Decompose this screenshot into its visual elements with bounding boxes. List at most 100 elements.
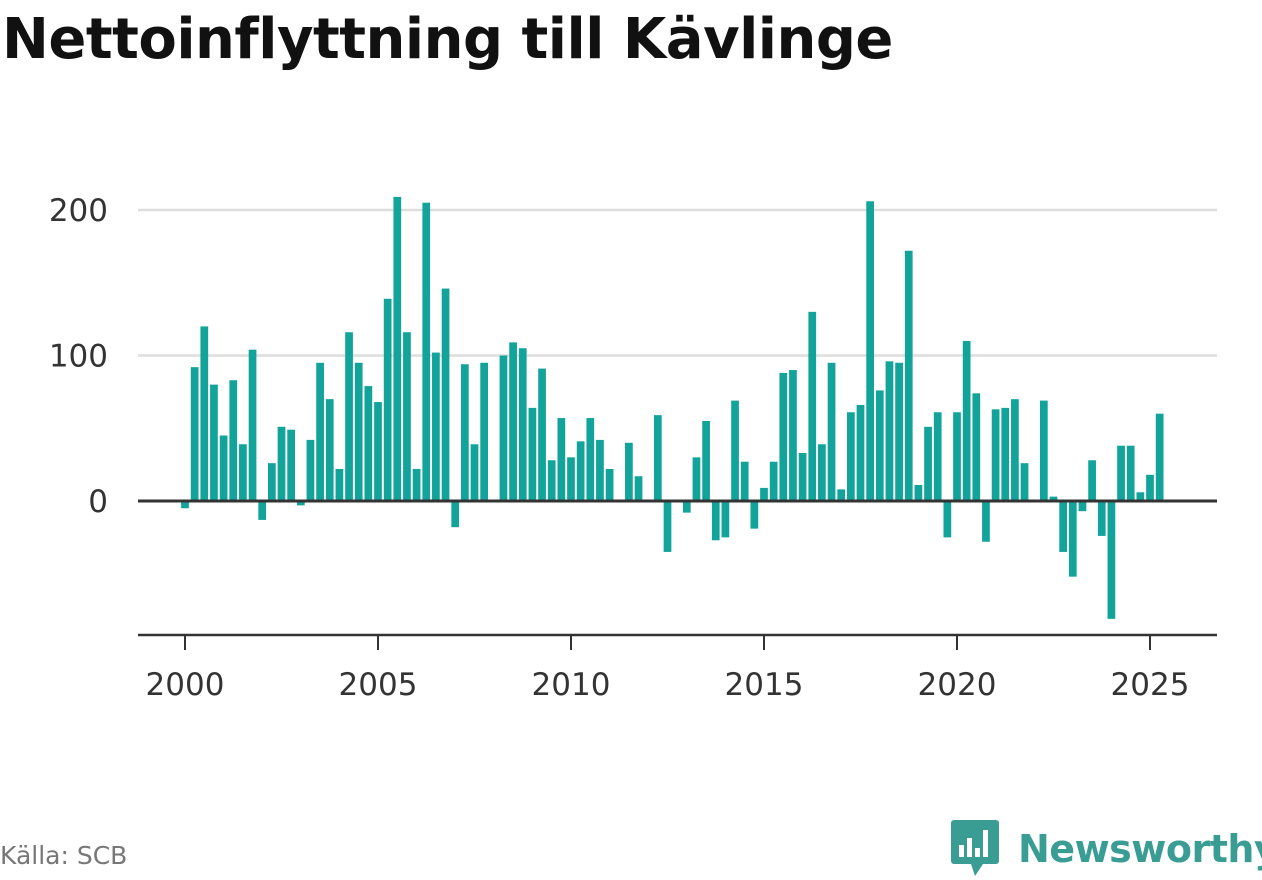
bar [547,460,556,501]
bar [789,370,797,501]
bar [383,298,392,501]
bar [364,386,373,501]
bar [1049,496,1058,501]
bar [808,311,817,501]
chart-title: Nettoinflyttning till Kävlinge [2,7,893,72]
bar [760,487,768,501]
x-tick-label: 2015 [725,667,804,703]
bar [596,439,604,501]
bar [962,340,971,501]
bar [287,429,296,501]
bars [181,196,1164,619]
bar [895,362,903,501]
y-tick-label: 200 [49,193,108,229]
bar [470,444,479,501]
brand-name: Newsworthy [1018,827,1262,871]
bar [1001,407,1010,501]
bar [480,362,489,501]
y-tick-labels: 0 100 200 [49,193,108,520]
bar [1088,460,1096,501]
bar [586,418,595,501]
bar [190,367,199,501]
y-tick-label: 100 [49,339,108,375]
bar [933,412,942,501]
bar [412,468,421,501]
bar [1020,463,1029,501]
bar [509,342,517,501]
bar [325,399,334,501]
bar [779,372,788,501]
bar [306,439,315,501]
bar [769,461,778,501]
x-tick-labels: 2000 2005 2010 2015 2020 2025 [146,635,1189,703]
bar [1059,501,1068,552]
bar [731,400,739,501]
bar [634,476,643,501]
x-tick-label: 2005 [339,667,418,703]
bar [924,426,932,501]
bar [258,501,267,520]
bar [943,501,952,538]
bar [740,461,749,501]
bar [625,442,633,501]
bar [1107,501,1116,619]
bar [267,463,276,501]
bar [441,288,450,501]
source-note: Källa: SCB [0,841,128,870]
bar [972,393,981,501]
bar [1078,501,1087,512]
bar [557,418,566,501]
bar [1136,492,1145,501]
bar [721,501,730,538]
bar [316,362,324,501]
x-tick-label: 2010 [532,667,611,703]
bar [875,390,884,501]
bar [451,501,460,528]
bar [818,444,826,501]
bar [576,441,585,501]
bar [692,457,701,501]
bar [866,201,875,501]
x-tick-label: 2020 [918,667,997,703]
bar [702,420,710,501]
bar [837,489,846,501]
bar [798,452,807,501]
bar [605,468,614,501]
bar [181,501,189,509]
bar [374,402,382,501]
newsworthy-brand[interactable]: Newsworthy [950,818,1262,880]
bar [653,415,662,501]
bar [1155,413,1164,501]
bar [354,362,363,501]
bar [1039,400,1048,501]
bar [345,332,353,501]
bar [277,426,286,501]
bar [422,202,431,501]
bar [296,501,305,506]
bar [1068,501,1077,577]
bar [393,196,402,501]
bar [953,412,961,501]
bar [210,384,218,501]
bar [846,412,855,501]
bar [460,364,469,501]
bar-chart-speech-bubble-icon [951,820,999,876]
bar [432,352,440,501]
bar [248,349,257,501]
bar [229,380,238,501]
bar [538,368,546,501]
x-tick-label: 2000 [146,667,225,703]
bar [711,501,720,541]
bar [335,468,344,501]
bar [499,355,508,501]
bar [856,404,865,501]
bar [239,444,247,501]
bar [518,348,527,501]
bar [1146,474,1154,501]
bar [904,250,913,501]
bar [982,501,990,542]
bar [1126,445,1135,501]
bar [403,332,411,501]
bar [827,362,836,501]
